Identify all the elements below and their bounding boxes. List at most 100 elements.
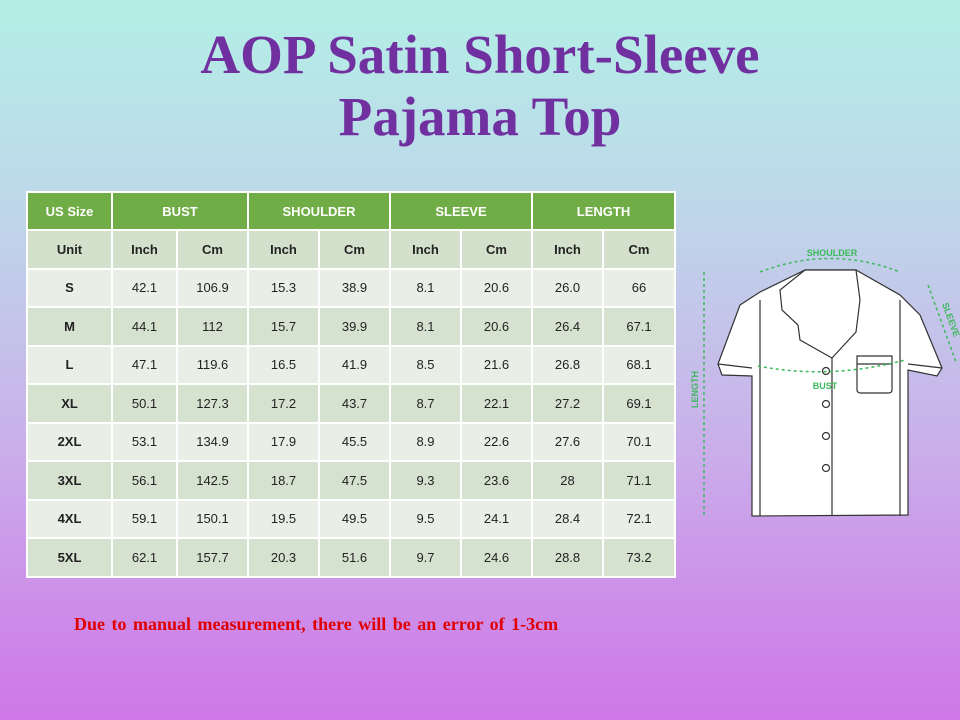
value-cell: 50.1: [111, 383, 178, 424]
value-cell: 70.1: [602, 421, 676, 462]
value-cell: 112: [176, 306, 249, 347]
shirt-body: [717, 269, 943, 517]
value-cell: 22.1: [460, 383, 533, 424]
size-cell: 2XL: [26, 421, 113, 462]
value-cell: 8.1: [389, 267, 462, 308]
pocket: [856, 355, 893, 394]
value-cell: 59.1: [111, 498, 178, 539]
value-cell: 20.6: [460, 267, 533, 308]
value-cell: 20.3: [247, 537, 320, 578]
unit-cell: Cm: [176, 229, 249, 270]
length-label: LENGTH: [690, 371, 700, 408]
value-cell: 45.5: [318, 421, 391, 462]
header-cell: SHOULDER: [247, 191, 391, 231]
header-cell: BUST: [111, 191, 249, 231]
value-cell: 22.6: [460, 421, 533, 462]
value-cell: 24.6: [460, 537, 533, 578]
value-cell: 15.3: [247, 267, 320, 308]
unit-cell: Inch: [247, 229, 320, 270]
value-cell: 28.8: [531, 537, 604, 578]
table-row: 2XL 53.1 134.9 17.9 45.5 8.9 22.6 27.6 70.1: [26, 421, 676, 462]
value-cell: 150.1: [176, 498, 249, 539]
value-cell: 21.6: [460, 344, 533, 385]
unit-row: Unit Inch Cm Inch Cm Inch Cm Inch Cm: [26, 229, 676, 270]
title-line-2: Pajama Top: [338, 86, 622, 147]
shoulder-label: SHOULDER: [807, 248, 858, 258]
measurement-note: Due to manual measurement, there will be…: [74, 614, 559, 634]
unit-cell: Cm: [318, 229, 391, 270]
value-cell: 26.4: [531, 306, 604, 347]
value-cell: 47.5: [318, 460, 391, 501]
table-row: 3XL 56.1 142.5 18.7 47.5 9.3 23.6 28 71.1: [26, 460, 676, 501]
unit-cell: Inch: [531, 229, 604, 270]
value-cell: 157.7: [176, 537, 249, 578]
value-cell: 127.3: [176, 383, 249, 424]
value-cell: 27.2: [531, 383, 604, 424]
unit-cell: Cm: [602, 229, 676, 270]
value-cell: 43.7: [318, 383, 391, 424]
value-cell: 69.1: [602, 383, 676, 424]
value-cell: 8.5: [389, 344, 462, 385]
shoulder-measure: [759, 257, 901, 273]
header-cell: LENGTH: [531, 191, 676, 231]
value-cell: 8.7: [389, 383, 462, 424]
size-cell: M: [26, 306, 113, 347]
value-cell: 68.1: [602, 344, 676, 385]
unit-cell: Inch: [389, 229, 462, 270]
table-row: 4XL 59.1 150.1 19.5 49.5 9.5 24.1 28.4 72.1: [26, 498, 676, 539]
value-cell: 18.7: [247, 460, 320, 501]
value-cell: 49.5: [318, 498, 391, 539]
value-cell: 9.5: [389, 498, 462, 539]
value-cell: 51.6: [318, 537, 391, 578]
value-cell: 24.1: [460, 498, 533, 539]
value-cell: 28: [531, 460, 604, 501]
size-cell: L: [26, 344, 113, 385]
value-cell: 44.1: [111, 306, 178, 347]
value-cell: 67.1: [602, 306, 676, 347]
value-cell: 19.5: [247, 498, 320, 539]
table-row: S 42.1 106.9 15.3 38.9 8.1 20.6 26.0 66: [26, 267, 676, 308]
size-cell: 3XL: [26, 460, 113, 501]
value-cell: 66: [602, 267, 676, 308]
value-cell: 41.9: [318, 344, 391, 385]
value-cell: 9.7: [389, 537, 462, 578]
value-cell: 56.1: [111, 460, 178, 501]
value-cell: 38.9: [318, 267, 391, 308]
value-cell: 28.4: [531, 498, 604, 539]
size-table: US Size BUST SHOULDER SLEEVE LENGTH Unit Inch C…: [26, 191, 676, 578]
title-line-1: AOP Satin Short-Sleeve: [200, 24, 760, 85]
value-cell: 39.9: [318, 306, 391, 347]
value-cell: 17.2: [247, 383, 320, 424]
value-cell: 53.1: [111, 421, 178, 462]
value-cell: 8.9: [389, 421, 462, 462]
table-row: XL 50.1 127.3 17.2 43.7 8.7 22.1 27.2 69.1: [26, 383, 676, 424]
value-cell: 142.5: [176, 460, 249, 501]
value-cell: 15.7: [247, 306, 320, 347]
value-cell: 42.1: [111, 267, 178, 308]
value-cell: 106.9: [176, 267, 249, 308]
value-cell: 72.1: [602, 498, 676, 539]
value-cell: 16.5: [247, 344, 320, 385]
collar: [779, 269, 861, 359]
shirt-diagram: SHOULDER BUST SLEEVE LENGTH: [690, 248, 960, 517]
unit-cell: Unit: [26, 229, 113, 270]
value-cell: 9.3: [389, 460, 462, 501]
value-cell: 62.1: [111, 537, 178, 578]
size-cell: S: [26, 267, 113, 308]
table-row: L 47.1 119.6 16.5 41.9 8.5 21.6 26.8 68.1: [26, 344, 676, 385]
value-cell: 23.6: [460, 460, 533, 501]
unit-cell: Cm: [460, 229, 533, 270]
table-row: M 44.1 112 15.7 39.9 8.1 20.6 26.4 67.1: [26, 306, 676, 347]
value-cell: 8.1: [389, 306, 462, 347]
size-cell: 5XL: [26, 537, 113, 578]
value-cell: 47.1: [111, 344, 178, 385]
bust-measure: [757, 359, 906, 373]
value-cell: 73.2: [602, 537, 676, 578]
value-cell: 134.9: [176, 421, 249, 462]
sleeve-label: SLEEVE: [940, 301, 960, 338]
header-cell: SLEEVE: [389, 191, 533, 231]
value-cell: 26.0: [531, 267, 604, 308]
value-cell: 71.1: [602, 460, 676, 501]
sleeve-measure: [927, 284, 957, 363]
value-cell: 119.6: [176, 344, 249, 385]
